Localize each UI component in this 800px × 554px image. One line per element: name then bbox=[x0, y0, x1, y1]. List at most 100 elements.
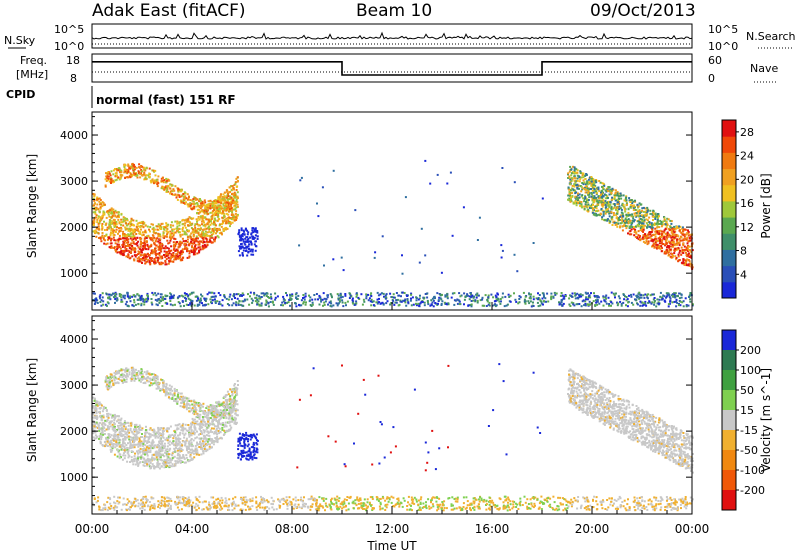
scatter-cell bbox=[322, 292, 325, 295]
scatter-cell bbox=[596, 199, 599, 202]
scatter-cell bbox=[668, 235, 671, 238]
scatter-cell bbox=[153, 257, 156, 260]
scatter-cell bbox=[651, 238, 654, 241]
scatter-cell bbox=[601, 197, 604, 199]
scatter-cell bbox=[120, 508, 123, 511]
scatter-cell bbox=[120, 300, 123, 303]
scatter-cell bbox=[135, 238, 137, 241]
scatter-cell bbox=[572, 171, 574, 174]
scatter-cell bbox=[601, 218, 604, 221]
scatter-cell bbox=[101, 292, 104, 295]
scatter-cell bbox=[153, 249, 156, 252]
scatter-cell bbox=[182, 218, 185, 221]
scatter-cell bbox=[217, 236, 220, 239]
scatter-cell bbox=[639, 300, 642, 303]
scatter-cell bbox=[596, 203, 599, 206]
scatter-cell bbox=[567, 198, 569, 201]
scatter-cell bbox=[229, 202, 232, 205]
scatter-cell bbox=[403, 300, 406, 303]
scatter-cell bbox=[222, 203, 225, 206]
scatter-cell bbox=[167, 262, 170, 265]
scatter-cell bbox=[432, 505, 435, 508]
colorbar-swatch bbox=[722, 281, 736, 299]
scatter-cell bbox=[102, 303, 105, 306]
scatter-cell bbox=[241, 292, 244, 295]
scatter-cell bbox=[604, 203, 607, 206]
scatter-cell bbox=[608, 193, 611, 196]
scatter-cell bbox=[166, 246, 169, 249]
scatter-cell bbox=[106, 175, 109, 178]
scatter-cell bbox=[592, 207, 595, 210]
scatter-cell bbox=[142, 504, 144, 507]
scatter-cell bbox=[227, 207, 230, 210]
scatter-cell bbox=[665, 241, 668, 244]
scatter-cell bbox=[592, 186, 595, 189]
scatter-cell bbox=[286, 504, 289, 507]
scatter-cell bbox=[181, 233, 184, 236]
scatter-cell bbox=[355, 504, 358, 507]
scatter-cell bbox=[120, 227, 123, 230]
scatter-cell bbox=[642, 228, 645, 231]
scatter-cell bbox=[134, 173, 137, 175]
scatter-cell bbox=[116, 215, 119, 218]
scatter-cell bbox=[219, 194, 222, 197]
scatter-cell bbox=[462, 502, 465, 505]
scatter-cell bbox=[643, 219, 646, 222]
scatter-cell bbox=[167, 247, 170, 250]
scatter-cell bbox=[456, 496, 459, 499]
scatter-cell bbox=[110, 170, 113, 173]
scatter-cell bbox=[653, 303, 656, 306]
scatter-cell bbox=[337, 302, 340, 305]
scatter-cell bbox=[560, 303, 563, 306]
scatter-cell bbox=[641, 220, 644, 223]
scatter-cell bbox=[476, 292, 479, 295]
scatter-cell bbox=[146, 245, 149, 248]
scatter-cell bbox=[641, 218, 644, 221]
scatter-cell bbox=[150, 258, 153, 261]
scatter-cell bbox=[118, 216, 120, 219]
scatter-cell bbox=[577, 194, 580, 197]
scatter-cell bbox=[436, 173, 439, 176]
scatter-cell bbox=[145, 178, 148, 181]
scatter-cell bbox=[297, 294, 300, 297]
scatter-cell bbox=[101, 228, 104, 231]
scatter-cell bbox=[588, 300, 591, 303]
scatter-cell bbox=[159, 235, 162, 238]
scatter-cell bbox=[114, 179, 117, 182]
scatter-cell bbox=[258, 295, 261, 298]
scatter-cell bbox=[666, 246, 668, 249]
scatter-cell bbox=[671, 227, 674, 230]
scatter-cell bbox=[176, 220, 179, 223]
scatter-cell bbox=[189, 199, 192, 201]
scatter-cell bbox=[683, 505, 686, 508]
scatter-cell bbox=[420, 300, 423, 303]
scatter-cell bbox=[249, 291, 252, 294]
scatter-cell bbox=[158, 246, 161, 249]
scatter-cell bbox=[517, 302, 520, 305]
scatter-cell bbox=[126, 304, 129, 307]
scatter-cell bbox=[623, 224, 625, 227]
scatter-cell bbox=[415, 296, 418, 299]
scatter-cell bbox=[604, 212, 607, 215]
scatter-cell bbox=[507, 293, 510, 296]
scatter-cell bbox=[591, 199, 594, 202]
scatter-cell bbox=[608, 215, 611, 218]
scatter-cell bbox=[467, 304, 470, 307]
scatter-cell bbox=[495, 298, 498, 301]
scatter-cell bbox=[632, 303, 635, 306]
scatter-cell bbox=[268, 297, 271, 299]
scatter-cell bbox=[544, 297, 547, 300]
scatter-cell bbox=[159, 227, 161, 230]
scatter-cell bbox=[211, 214, 214, 217]
scatter-cell bbox=[217, 213, 220, 216]
scatter-cell bbox=[169, 303, 172, 306]
scatter-cell bbox=[165, 222, 168, 225]
scatter-cell bbox=[230, 207, 233, 210]
scatter-cell bbox=[451, 234, 454, 237]
scatter-cell bbox=[613, 206, 616, 209]
scatter-cell bbox=[128, 165, 131, 168]
scatter-cell bbox=[590, 179, 593, 182]
scatter-cell bbox=[237, 180, 239, 182]
scatter-cell bbox=[656, 221, 659, 224]
scatter-cell bbox=[182, 502, 184, 505]
